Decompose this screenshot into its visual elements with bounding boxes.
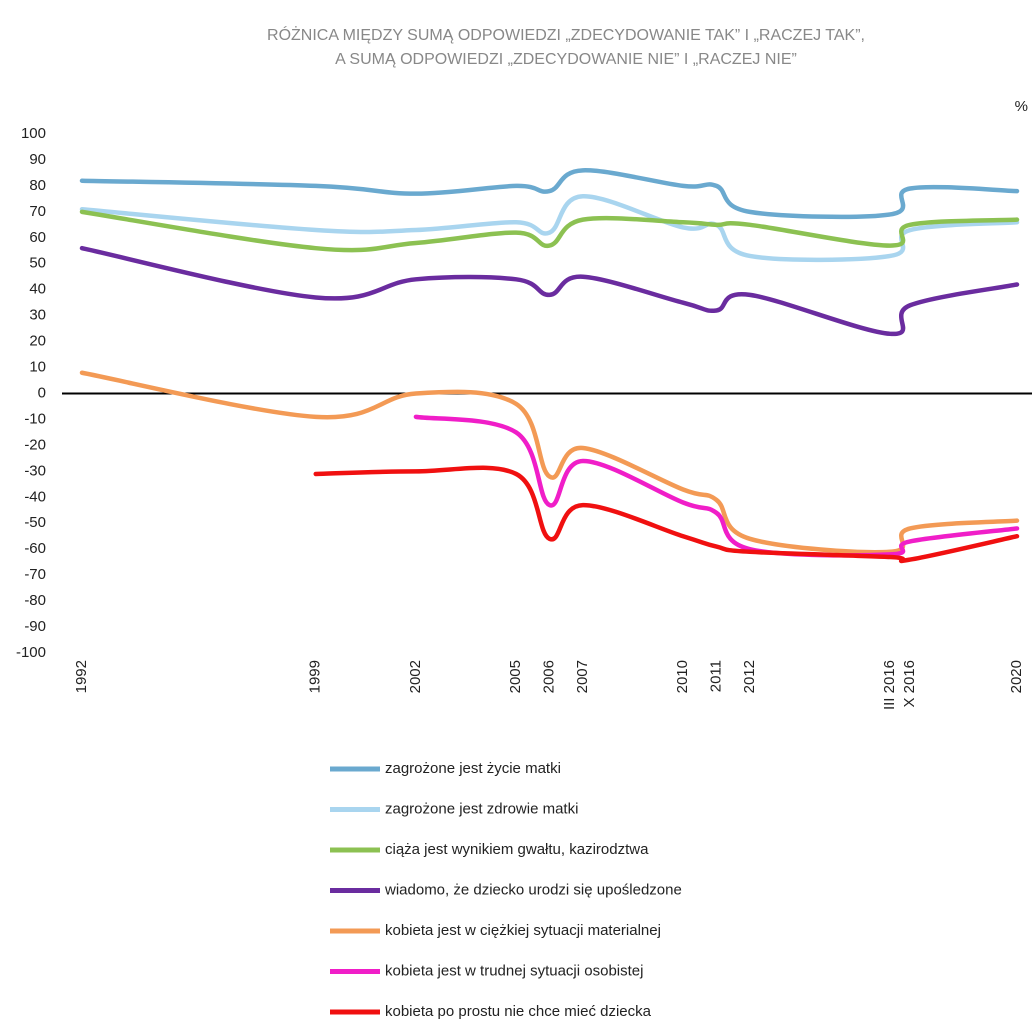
y-tick-label: 60 [29,229,46,246]
y-axis-label: % [1015,98,1028,115]
x-tick-label: 2002 [407,660,424,693]
x-tick-label: 2006 [540,660,557,693]
series-line [79,370,1020,555]
series-line [79,168,1020,220]
x-tick-label: III 2016 [881,660,898,710]
y-tick-label: 70 [29,203,46,220]
y-tick-label: 40 [29,281,46,298]
x-tick-label: 2010 [674,660,691,693]
legend-label: zagrożone jest życie matki [385,760,561,777]
y-tick-label: -80 [24,592,46,609]
y-tick-label: -60 [24,540,46,557]
legend-label: zagrożone jest zdrowie matki [385,800,578,817]
series-line [313,465,1020,564]
y-tick-label: -100 [16,644,46,661]
y-tick-label: -30 [24,462,46,479]
y-tick-label: -20 [24,436,46,453]
series-line [79,245,1020,337]
x-tick-label: 2007 [574,660,591,693]
legend-label: wiadomo, że dziecko urodzi się upośledzo… [384,881,682,898]
series-line [413,414,1020,558]
x-tick-label: 2011 [707,660,724,692]
series-line [79,209,1020,253]
legend-label: kobieta jest w ciężkiej sytuacji materia… [385,922,661,939]
y-tick-label: -90 [24,618,46,635]
y-tick-label: -10 [24,410,46,427]
y-tick-label: 30 [29,307,46,324]
y-tick-label: 10 [29,359,46,376]
legend-label: kobieta po prostu nie chce mieć dziecka [385,1003,652,1020]
y-tick-label: 50 [29,255,46,272]
y-tick-label: -40 [24,488,46,505]
y-tick-label: -70 [24,566,46,583]
y-tick-label: -50 [24,514,46,531]
chart-title: A SUMĄ ODPOWIEDZI „ZDECYDOWANIE NIE” I „… [335,51,797,68]
legend-label: kobieta jest w trudnej sytuacji osobiste… [385,962,643,979]
y-tick-label: 0 [38,384,46,401]
x-tick-label: 2012 [741,660,758,693]
y-tick-label: 20 [29,333,46,350]
x-tick-label: 2005 [507,660,524,693]
chart-title: RÓŻNICA MIĘDZY SUMĄ ODPOWIEDZI „ZDECYDOW… [267,25,865,44]
y-tick-label: 100 [21,125,46,142]
y-tick-label: 90 [29,151,46,168]
x-tick-label: 1999 [307,660,324,693]
series-line [79,194,1020,263]
x-tick-label: 2020 [1008,660,1025,693]
x-tick-label: X 2016 [901,660,918,708]
legend-label: ciąża jest wynikiem gwałtu, kazirodztwa [385,841,649,858]
y-tick-label: 80 [29,177,46,194]
x-tick-label: 1992 [73,660,90,693]
